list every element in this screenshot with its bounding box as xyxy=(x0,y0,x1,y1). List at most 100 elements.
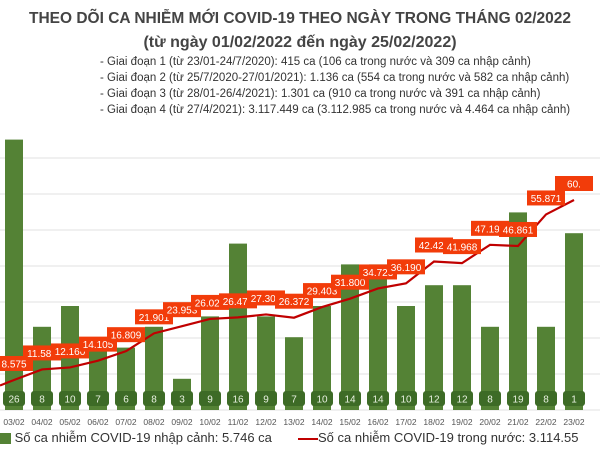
x-tick-label: 05/02 xyxy=(59,417,81,427)
line-label: 41.968 xyxy=(447,243,478,254)
bar-label-box xyxy=(143,391,165,406)
bar-label: 7 xyxy=(95,395,101,406)
bar-label-box xyxy=(367,391,389,406)
bar-label: 8 xyxy=(487,395,493,406)
bar-label: 9 xyxy=(263,395,269,406)
line-label: 26.471 xyxy=(223,297,254,308)
bar-label: 10 xyxy=(400,395,412,406)
line-label: 29.403 xyxy=(307,287,338,298)
bar-label: 3 xyxy=(179,395,185,406)
line-label: 26.372 xyxy=(279,297,310,308)
bar-label: 10 xyxy=(316,395,328,406)
line-label: 27.302 xyxy=(251,294,282,305)
bar-label: 7 xyxy=(291,395,297,406)
x-tick-label: 12/02 xyxy=(255,417,277,427)
x-tick-label: 17/02 xyxy=(395,417,417,427)
bar xyxy=(481,326,499,410)
bar-label-box xyxy=(59,391,81,406)
x-tick-label: 23/02 xyxy=(563,417,585,427)
bar-label: 9 xyxy=(207,395,213,406)
line-label-box xyxy=(107,327,145,343)
bar-label-box xyxy=(479,391,501,406)
bar-label-box xyxy=(171,391,193,406)
line-label-box xyxy=(527,190,565,206)
bar-label: 8 xyxy=(39,395,45,406)
x-tick-label: 15/02 xyxy=(339,417,361,427)
line-label: 16.809 xyxy=(111,331,142,342)
bar xyxy=(397,306,415,410)
chart-title: THEO DÕI CA NHIỄM MỚI COVID-19 THEO NGÀY… xyxy=(28,10,572,27)
bar xyxy=(565,233,583,410)
x-tick-label: 16/02 xyxy=(367,417,389,427)
bar-label-box xyxy=(563,391,585,406)
phase-4: - Giai đoạn 4 (từ 27/4/2021): 3.117.449 … xyxy=(100,104,571,116)
legend-domestic-label: Số ca nhiễm COVID-19 trong nước: 3.114.5… xyxy=(318,430,579,445)
x-tick-label: 03/02 xyxy=(3,417,25,427)
x-tick-label: 11/02 xyxy=(228,417,249,427)
line-label-box xyxy=(443,239,481,255)
line-label: 46.861 xyxy=(503,225,534,236)
bar-label-box xyxy=(339,391,361,406)
x-tick-label: 13/02 xyxy=(283,417,305,427)
bar-label-box xyxy=(87,391,109,406)
chart-subtitle: (từ ngày 01/02/2022 đến ngày 25/02/2022) xyxy=(143,34,457,51)
bar xyxy=(257,316,275,410)
legend-domestic: Số ca nhiễm COVID-19 trong nước: 3.114.5… xyxy=(298,430,579,445)
bar xyxy=(145,326,163,410)
line-label-box xyxy=(387,259,425,275)
bar-label-box xyxy=(535,391,557,406)
bar-label: 1 xyxy=(571,395,577,406)
bar-label: 26 xyxy=(8,395,20,406)
bar xyxy=(425,285,443,410)
line-label: 26.023 xyxy=(195,298,226,309)
phase-3: - Giai đoạn 3 (từ 28/01-26/4/2021): 1.30… xyxy=(100,88,541,100)
x-tick-label: 06/02 xyxy=(87,417,109,427)
line-label: 14.105 xyxy=(83,340,114,351)
bar xyxy=(5,139,23,410)
line-label: 8.575 xyxy=(1,359,26,370)
bar-label: 14 xyxy=(344,395,356,406)
x-tick-label: 19/02 xyxy=(451,417,473,427)
bar xyxy=(369,264,387,410)
line-label: 34.723 xyxy=(363,268,394,279)
x-tick-label: 07/02 xyxy=(115,417,137,427)
bar-label: 8 xyxy=(543,395,549,406)
x-tick-label: 14/02 xyxy=(311,417,333,427)
x-tick-label: 08/02 xyxy=(143,417,165,427)
line-label-box xyxy=(499,221,537,237)
line-label: 31.800 xyxy=(335,278,366,289)
bar-label: 6 xyxy=(123,395,129,406)
line-label: 11.586 xyxy=(27,349,57,360)
bar-label: 12 xyxy=(456,395,468,406)
line-label: 36.190 xyxy=(391,263,422,274)
bar xyxy=(313,306,331,410)
x-tick-label: 09/02 xyxy=(171,417,193,427)
line-label: 55.871 xyxy=(531,194,562,205)
bar-label: 19 xyxy=(512,395,524,406)
bar-label: 12 xyxy=(428,395,440,406)
bar-label: 16 xyxy=(232,395,244,406)
bar-label-box xyxy=(311,391,333,406)
line-label: 60. xyxy=(567,180,581,191)
bar xyxy=(201,316,219,410)
legend-imported-label: Số ca nhiễm COVID-19 nhập cảnh: 5.746 ca xyxy=(14,430,272,445)
bar-label-box xyxy=(451,391,473,406)
line-label: 12.160 xyxy=(55,347,86,358)
bar-label-box xyxy=(115,391,137,406)
bar xyxy=(509,212,527,410)
bar xyxy=(229,243,247,410)
x-tick-label: 18/02 xyxy=(423,417,445,427)
phase-1: - Giai đoạn 1 (từ 23/01-24/7/2020): 415 … xyxy=(100,56,531,68)
bar-label: 14 xyxy=(372,395,384,406)
line-label: 47.192 xyxy=(475,224,506,235)
line-label: 42.427 xyxy=(419,241,450,252)
bar-label-box xyxy=(199,391,221,406)
line-label-box xyxy=(555,176,593,191)
bar-label-box xyxy=(31,391,53,406)
bar-label-box xyxy=(507,391,529,406)
x-tick-label: 10/02 xyxy=(199,417,221,427)
legend-imported: Số ca nhiễm COVID-19 nhập cảnh: 5.746 ca xyxy=(0,430,272,445)
bar xyxy=(453,285,471,410)
legend-swatch-line xyxy=(298,437,318,440)
